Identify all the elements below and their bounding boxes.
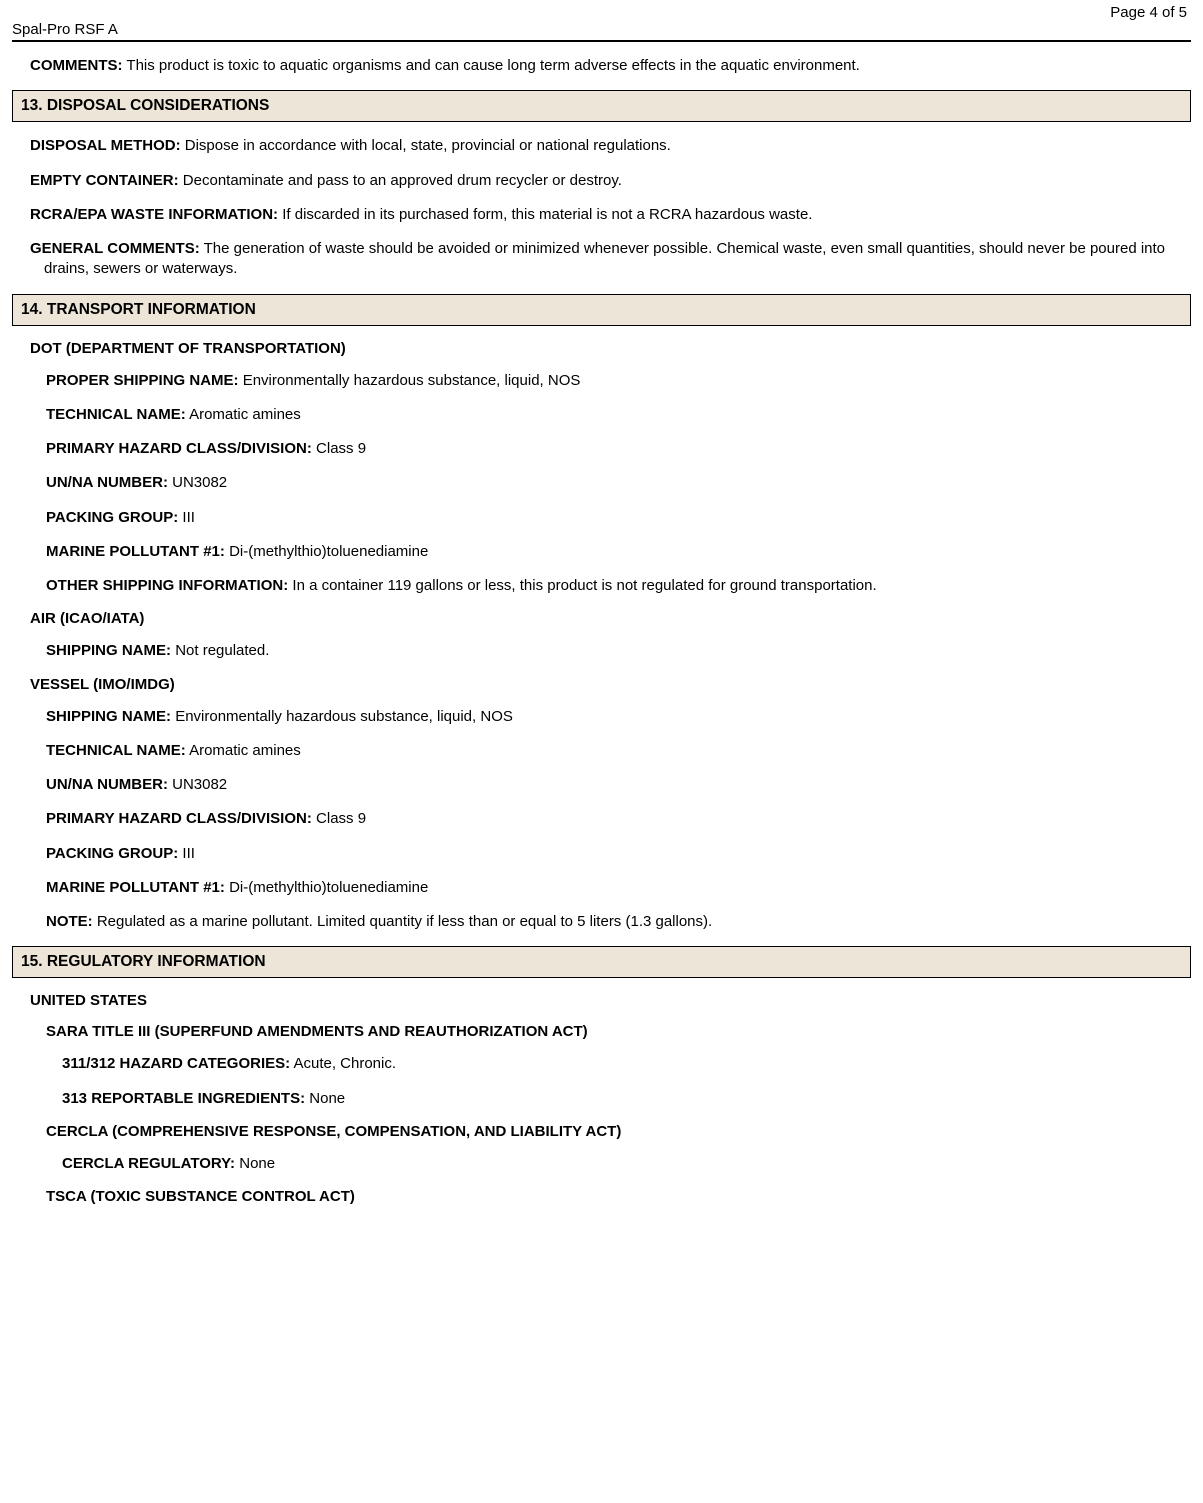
vessel-primary-hazard: PRIMARY HAZARD CLASS/DIVISION: Class 9 [46, 809, 1191, 829]
page-number: Page 4 of 5 [12, 0, 1191, 21]
field-text: None [309, 1090, 345, 1107]
field-label: TECHNICAL NAME: [46, 406, 186, 423]
field-label: PACKING GROUP: [46, 509, 178, 526]
vessel-shipping-name: SHIPPING NAME: Environmentally hazardous… [46, 707, 1191, 727]
field-label: NOTE: [46, 913, 93, 930]
comments-text: This product is toxic to aquatic organis… [126, 57, 859, 74]
cercla-regulatory: CERCLA REGULATORY: None [62, 1154, 1191, 1174]
sara-311-312: 311/312 HAZARD CATEGORIES: Acute, Chroni… [62, 1054, 1191, 1074]
field-text: UN3082 [172, 474, 227, 491]
field-label: 311/312 HAZARD CATEGORIES: [62, 1055, 290, 1072]
dot-primary-hazard: PRIMARY HAZARD CLASS/DIVISION: Class 9 [46, 439, 1191, 459]
vessel-body: SHIPPING NAME: Environmentally hazardous… [12, 707, 1191, 933]
dot-packing-group: PACKING GROUP: III [46, 508, 1191, 528]
empty-container: EMPTY CONTAINER: Decontaminate and pass … [30, 171, 1191, 191]
vessel-technical-name: TECHNICAL NAME: Aromatic amines [46, 741, 1191, 761]
field-label: 313 REPORTABLE INGREDIENTS: [62, 1090, 305, 1107]
field-label: UN/NA NUMBER: [46, 776, 168, 793]
field-text: Acute, Chronic. [293, 1055, 396, 1072]
section-15-header: 15. REGULATORY INFORMATION [12, 946, 1191, 978]
field-label: PROPER SHIPPING NAME: [46, 372, 239, 389]
page-root: Page 4 of 5 Spal-Pro RSF A COMMENTS: Thi… [0, 0, 1203, 1249]
vessel-un-number: UN/NA NUMBER: UN3082 [46, 775, 1191, 795]
disposal-method: DISPOSAL METHOD: Dispose in accordance w… [30, 136, 1191, 156]
comments-block: COMMENTS: This product is toxic to aquat… [12, 56, 1191, 76]
field-text: The generation of waste should be avoide… [44, 240, 1165, 277]
field-label: PACKING GROUP: [46, 845, 178, 862]
document-title: Spal-Pro RSF A [12, 21, 1191, 42]
comments-label: COMMENTS: [30, 57, 123, 74]
field-label: EMPTY CONTAINER: [30, 172, 179, 189]
field-label: DISPOSAL METHOD: [30, 137, 181, 154]
sara-heading: SARA TITLE III (SUPERFUND AMENDMENTS AND… [46, 1023, 1191, 1040]
air-body: SHIPPING NAME: Not regulated. [12, 641, 1191, 661]
dot-heading: DOT (DEPARTMENT OF TRANSPORTATION) [30, 340, 1191, 357]
field-label: RCRA/EPA WASTE INFORMATION: [30, 206, 278, 223]
tsca-heading: TSCA (TOXIC SUBSTANCE CONTROL ACT) [46, 1188, 1191, 1205]
dot-other-shipping: OTHER SHIPPING INFORMATION: In a contain… [46, 576, 1191, 596]
field-text: Not regulated. [175, 642, 269, 659]
field-label: MARINE POLLUTANT #1: [46, 879, 225, 896]
cercla-body: CERCLA REGULATORY: None [12, 1154, 1191, 1174]
dot-body: PROPER SHIPPING NAME: Environmentally ha… [12, 371, 1191, 597]
field-text: Decontaminate and pass to an approved dr… [183, 172, 622, 189]
comments-field: COMMENTS: This product is toxic to aquat… [30, 56, 1191, 76]
sara-313: 313 REPORTABLE INGREDIENTS: None [62, 1089, 1191, 1109]
field-text: Dispose in accordance with local, state,… [185, 137, 671, 154]
field-label: GENERAL COMMENTS: [30, 240, 200, 257]
field-text: UN3082 [172, 776, 227, 793]
field-text: III [182, 845, 195, 862]
field-text: Class 9 [316, 810, 366, 827]
rcra-epa: RCRA/EPA WASTE INFORMATION: If discarded… [30, 205, 1191, 225]
field-label: PRIMARY HAZARD CLASS/DIVISION: [46, 440, 312, 457]
field-text: Aromatic amines [189, 742, 301, 759]
section-14-header: 14. TRANSPORT INFORMATION [12, 294, 1191, 326]
air-heading: AIR (ICAO/IATA) [30, 610, 1191, 627]
field-text: Regulated as a marine pollutant. Limited… [97, 913, 712, 930]
field-text: None [239, 1155, 275, 1172]
vessel-note: NOTE: Regulated as a marine pollutant. L… [46, 912, 1191, 932]
vessel-marine-pollutant: MARINE POLLUTANT #1: Di-(methylthio)tolu… [46, 878, 1191, 898]
sara-body: 311/312 HAZARD CATEGORIES: Acute, Chroni… [12, 1054, 1191, 1109]
vessel-heading: VESSEL (IMO/IMDG) [30, 676, 1191, 693]
field-label: MARINE POLLUTANT #1: [46, 543, 225, 560]
vessel-packing-group: PACKING GROUP: III [46, 844, 1191, 864]
us-heading: UNITED STATES [30, 992, 1191, 1009]
field-text: Di-(methylthio)toluenediamine [229, 543, 428, 560]
field-text: In a container 119 gallons or less, this… [292, 577, 876, 594]
field-text: If discarded in its purchased form, this… [282, 206, 812, 223]
dot-proper-shipping-name: PROPER SHIPPING NAME: Environmentally ha… [46, 371, 1191, 391]
field-label: CERCLA REGULATORY: [62, 1155, 235, 1172]
air-shipping-name: SHIPPING NAME: Not regulated. [46, 641, 1191, 661]
section-13-header: 13. DISPOSAL CONSIDERATIONS [12, 90, 1191, 122]
section-13-body: DISPOSAL METHOD: Dispose in accordance w… [12, 136, 1191, 279]
field-text: Environmentally hazardous substance, liq… [175, 708, 513, 725]
dot-marine-pollutant: MARINE POLLUTANT #1: Di-(methylthio)tolu… [46, 542, 1191, 562]
field-label: TECHNICAL NAME: [46, 742, 186, 759]
field-text: III [182, 509, 195, 526]
field-text: Aromatic amines [189, 406, 301, 423]
field-text: Environmentally hazardous substance, liq… [243, 372, 581, 389]
dot-un-number: UN/NA NUMBER: UN3082 [46, 473, 1191, 493]
field-label: SHIPPING NAME: [46, 708, 171, 725]
dot-technical-name: TECHNICAL NAME: Aromatic amines [46, 405, 1191, 425]
field-label: SHIPPING NAME: [46, 642, 171, 659]
field-label: PRIMARY HAZARD CLASS/DIVISION: [46, 810, 312, 827]
cercla-heading: CERCLA (COMPREHENSIVE RESPONSE, COMPENSA… [46, 1123, 1191, 1140]
field-text: Di-(methylthio)toluenediamine [229, 879, 428, 896]
field-label: OTHER SHIPPING INFORMATION: [46, 577, 288, 594]
field-label: UN/NA NUMBER: [46, 474, 168, 491]
field-text: Class 9 [316, 440, 366, 457]
general-comments: GENERAL COMMENTS: The generation of wast… [30, 239, 1191, 280]
